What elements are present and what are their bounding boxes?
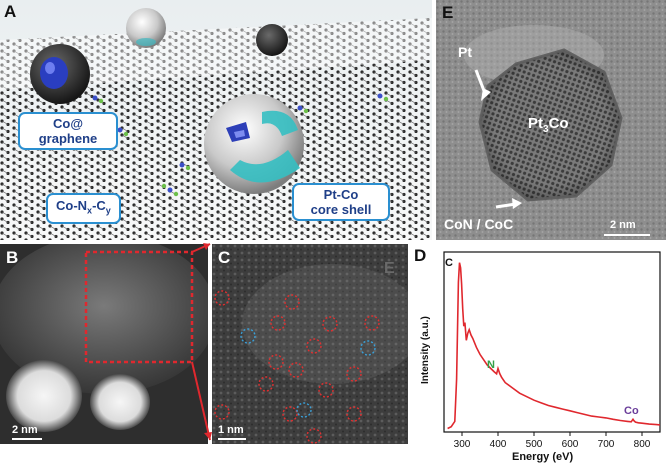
zoom-connector [191,243,212,441]
hrtem-image [436,0,666,240]
panel-b-scale-text: 2 nm [12,424,38,436]
x-tick-label: 300 [454,439,471,450]
panel-c-scalebar [218,438,246,440]
callout-co-nx-cy: Co-Nx-Cy [46,193,121,224]
callout-ptco-line1: Pt-Co [323,187,359,202]
callout-pt-co-core-shell: Pt-Co core shell [292,183,390,221]
panel-d-label: D [414,246,427,265]
panel-a-label: A [4,2,17,21]
panel-c-haadf-zoom: C E 1 nm [212,244,408,444]
peak-label-n: N [487,359,495,371]
conxcy-prefix: Co-N [56,198,88,213]
panel-b-scalebar [12,438,42,440]
conxcy-sub-y: y [105,205,111,216]
panel-e-scalebar [604,234,650,236]
x-tick-label: 500 [526,439,543,450]
conxcy-sub-x: x [87,205,93,216]
pt-shell-label: Pt [458,44,472,60]
pt3co-sub: 3 [543,124,549,135]
x-tick-label: 700 [598,439,615,450]
conxcy-mid: -C [92,198,106,213]
panel-b-label: B [6,248,19,267]
x-tick-label: 800 [634,439,651,450]
x-tick-label: 400 [490,439,507,450]
callout-ptco-line2: core shell [310,202,372,217]
callout-co-graphene-line1: Co@ [52,116,83,131]
panel-a-illustration: A Co@ graphene Co-Nx-Cy Pt-Co core shell [0,0,432,240]
con-coc-label: CoN / CoC [444,216,514,232]
pt3co-pt: Pt [528,115,543,132]
chart-plot-frame [443,251,661,433]
haadf-image-b [0,244,208,444]
callout-co-graphene-line2: graphene [38,131,98,146]
peak-label-co: Co [624,405,639,417]
floating-nanoparticle [126,8,166,48]
pt3co-core-label: Pt3Co [528,115,569,135]
panel-b-haadf: B 2 nm [0,244,208,444]
pt3co-co: Co [548,115,569,132]
panel-c-scale-text: 1 nm [218,424,244,436]
panel-e-hrtem: E Pt Pt3Co CoN / CoC 2 nm [436,0,666,240]
y-axis-label: Intensity (a.u.) [420,316,431,384]
callout-co-graphene: Co@ graphene [18,112,118,150]
peak-label-c: C [445,257,453,269]
panel-c-label: C [218,248,231,267]
panel-e-scale-text: 2 nm [610,219,636,231]
spectrum-line [447,262,661,430]
panel-c-faint-letter: E [384,260,395,277]
panel-e-label: E [442,3,454,22]
panel-d-eels-spectrum: D 300 400 500 600 700 800 C N Co Intensity (a… [412,244,666,466]
haadf-image-c [212,244,408,444]
eels-chart: 300 400 500 600 700 800 C N Co Intensity (a.u… [420,251,661,463]
x-tick-label: 600 [562,439,579,450]
x-axis-label: Energy (eV) [512,451,573,463]
